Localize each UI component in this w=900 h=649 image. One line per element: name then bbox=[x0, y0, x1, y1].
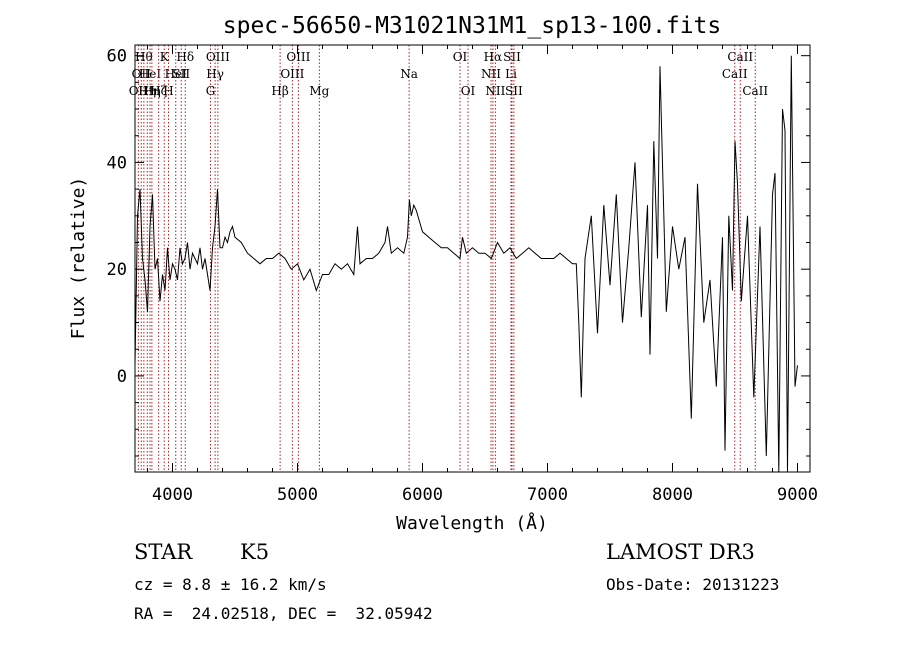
y-tick-label-60: 60 bbox=[107, 47, 127, 67]
x-tick-label-7000: 7000 bbox=[527, 485, 568, 505]
y-tick-label-20: 20 bbox=[107, 260, 127, 280]
x-tick-label-4000: 4000 bbox=[152, 485, 193, 505]
y-tick-label-40: 40 bbox=[107, 153, 127, 173]
line-marker-label-17: OIII bbox=[286, 50, 310, 64]
line-marker-label-20: OI bbox=[453, 50, 468, 64]
obs-date-text: Obs-Date: 20131223 bbox=[606, 575, 780, 594]
line-marker-label-15: Hβ bbox=[271, 84, 288, 98]
line-marker-label-27: SII bbox=[505, 84, 523, 98]
survey-name: LAMOST DR3 bbox=[606, 540, 755, 564]
object-class: STAR bbox=[134, 540, 193, 564]
line-marker-label-5: Hη bbox=[143, 84, 161, 98]
line-marker-label-25: Li bbox=[505, 67, 517, 81]
line-marker-label-11: Hδ bbox=[176, 50, 194, 64]
coordinates-text: RA = 24.02518, DEC = 32.05942 bbox=[134, 604, 433, 623]
axis-ticks: 4000 5000 6000 7000 8000 9000 0 20 40 60 bbox=[107, 45, 818, 505]
line-marker-label-26: SII bbox=[503, 50, 521, 64]
line-marker-label-28: CaII bbox=[722, 67, 748, 81]
chart-title: spec-56650-M31021N31M1_sp13-100.fits bbox=[223, 13, 722, 39]
object-subclass: K5 bbox=[240, 540, 270, 564]
line-marker-label-30: CaII bbox=[742, 84, 768, 98]
line-marker-label-24: NII bbox=[485, 84, 505, 98]
series-layer bbox=[134, 55, 798, 473]
line-marker-label-21: OI bbox=[461, 84, 476, 98]
line-marker-label-23: Hα bbox=[484, 50, 503, 64]
line-marker-label-19: Na bbox=[400, 67, 418, 81]
y-tick-label-0: 0 bbox=[117, 367, 127, 387]
line-marker-label-1: OII bbox=[132, 67, 152, 81]
x-tick-label-5000: 5000 bbox=[277, 485, 318, 505]
plot-frame bbox=[134, 44, 811, 473]
line-marker-label-16: OIII bbox=[280, 67, 304, 81]
line-marker-label-6: Hζ bbox=[150, 84, 167, 98]
line-marker-label-7: K bbox=[160, 50, 170, 64]
x-tick-label-6000: 6000 bbox=[402, 485, 443, 505]
line-marker-label-8: H bbox=[163, 84, 173, 98]
line-marker-label-4: HeI bbox=[139, 67, 162, 81]
spectrum-line-0 bbox=[134, 55, 798, 473]
line-marker-label-29: CaII bbox=[727, 50, 753, 64]
y-axis-label: Flux (relative) bbox=[68, 177, 89, 340]
line-marker-label-14: OIII bbox=[206, 50, 230, 64]
line-marker-label-18: Mg bbox=[309, 84, 329, 98]
redshift-text: cz = 8.8 ± 16.2 km/s bbox=[134, 575, 327, 594]
x-tick-label-9000: 9000 bbox=[777, 485, 818, 505]
line-markers: OIIOIIHθHηHeIHηHζKHHeISIIHδGHγOIIIHβOIII… bbox=[129, 45, 768, 472]
x-tick-label-8000: 8000 bbox=[652, 485, 693, 505]
line-marker-label-10: SII bbox=[172, 67, 190, 81]
line-marker-label-2: Hθ bbox=[135, 50, 153, 64]
x-axis-label: Wavelength (Å) bbox=[396, 512, 548, 534]
line-marker-label-12: G bbox=[206, 84, 216, 98]
line-marker-label-13: Hγ bbox=[206, 67, 224, 81]
line-marker-label-22: NII bbox=[481, 67, 501, 81]
